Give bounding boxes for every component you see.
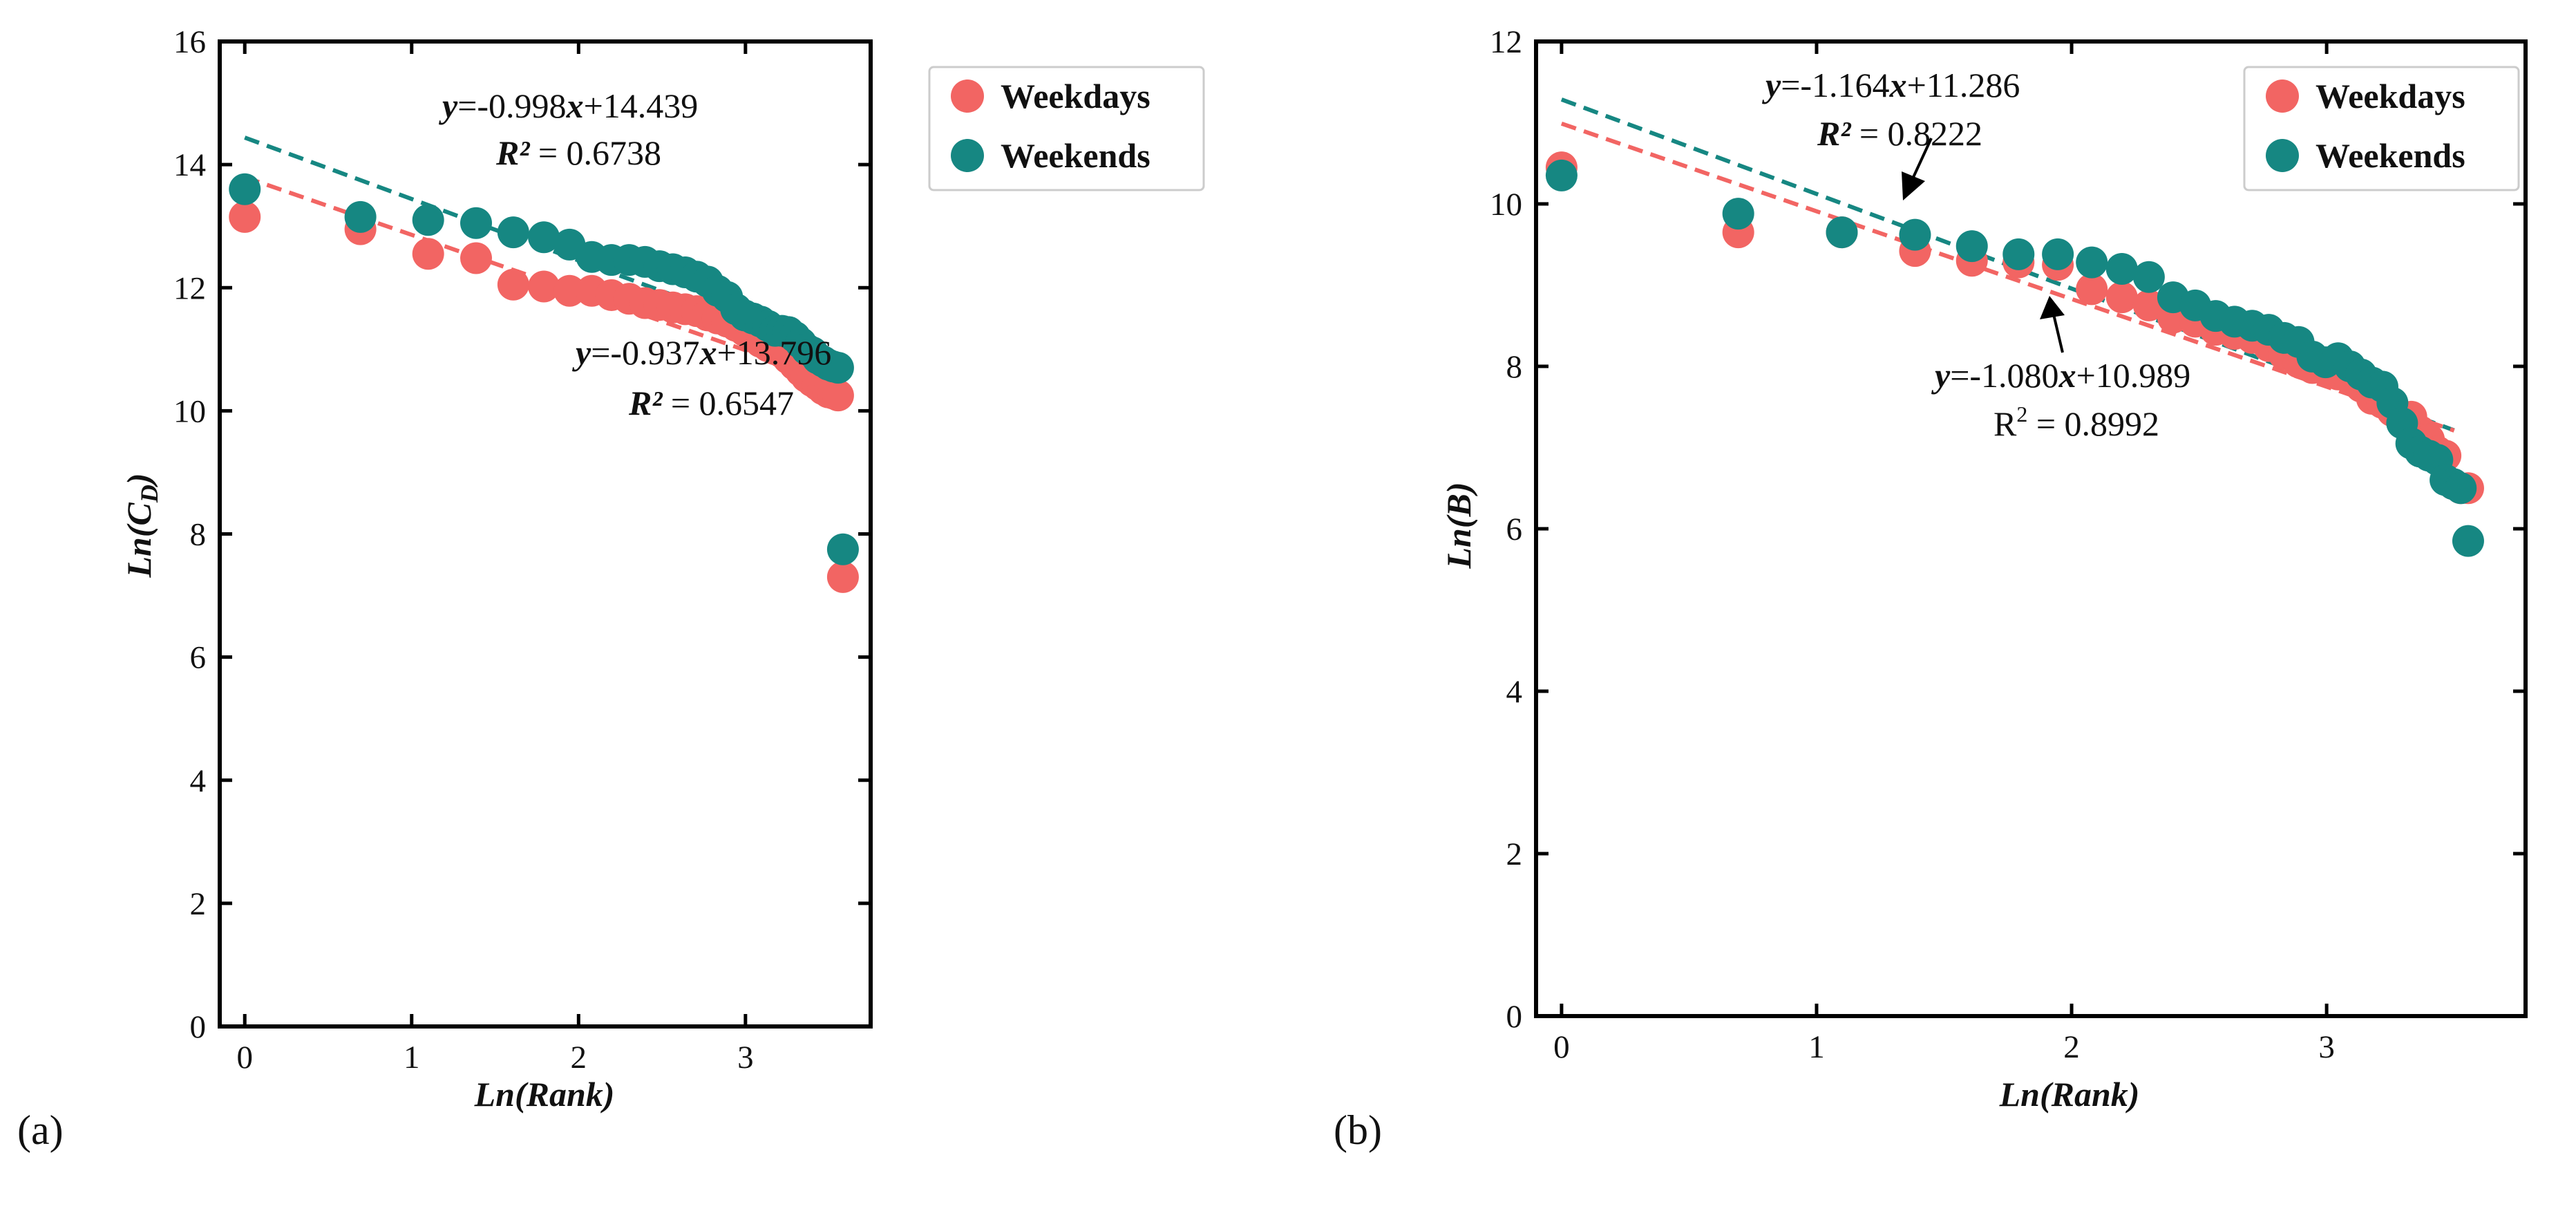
x-tick-label-a: 2	[571, 1040, 587, 1076]
x-axis-label-a: Ln(Rank)	[474, 1075, 615, 1114]
y-tick-label-b: 12	[1490, 24, 1522, 60]
y-tick-label-b: 4	[1506, 674, 1523, 710]
x-tick-label-b: 0	[1553, 1029, 1570, 1065]
point-weekends-b	[1545, 159, 1578, 191]
point-weekdays-a	[826, 561, 859, 593]
panel-label-b: (b)	[1334, 1107, 1382, 1153]
y-tick-label-a: 12	[173, 270, 206, 306]
point-weekends-a	[826, 533, 859, 565]
fit-annotation-weekdays-a: y=-0.937x+13.796 R² = 0.6547	[572, 333, 831, 422]
legend-marker-weekdays-b	[2266, 79, 2299, 113]
point-weekends-b	[1722, 198, 1754, 230]
arrow-weekends-fit-b	[1902, 138, 1933, 200]
point-weekends-a	[528, 221, 560, 254]
svg-text:y=-0.937x+13.796: y=-0.937x+13.796	[572, 333, 831, 372]
point-weekdays-a	[229, 200, 261, 233]
y-tick-label-a: 14	[173, 147, 206, 183]
point-weekdays-a	[822, 379, 854, 412]
y-tick-label-a: 10	[173, 393, 206, 429]
y-tick-label-b: 2	[1506, 836, 1523, 872]
point-weekdays-a	[528, 270, 560, 303]
point-weekends-a	[822, 352, 854, 384]
point-weekdays-a	[412, 238, 444, 270]
y-axis-label-a: Ln(CD)	[120, 473, 163, 578]
fit-annotation-weekends-a: y=-0.998x+14.439 R² = 0.6738	[439, 86, 698, 172]
point-weekends-b	[2445, 472, 2477, 505]
point-weekdays-a	[553, 274, 586, 307]
point-weekdays-a	[460, 242, 493, 274]
x-tick-label-b: 2	[2063, 1029, 2080, 1065]
point-weekends-b	[1826, 216, 1858, 249]
svg-text:R2 = 0.8992: R2 = 0.8992	[1993, 402, 2159, 443]
plot-frame-b	[1534, 39, 2528, 1018]
x-tick-label-a: 1	[404, 1040, 420, 1076]
y-tick-label-b: 0	[1506, 999, 1523, 1035]
plot-frame-a	[218, 39, 873, 1029]
point-weekdays-a	[497, 268, 529, 301]
point-weekends-b	[2105, 253, 2138, 285]
x-tick-label-b: 3	[2318, 1029, 2335, 1065]
y-tick-label-b: 8	[1506, 349, 1523, 385]
legend-marker-weekends-a	[951, 139, 984, 172]
arrow-weekdays-fit-b	[2040, 296, 2065, 353]
point-weekdays-b	[2076, 273, 2108, 306]
y-tick-label-a: 16	[173, 24, 206, 60]
point-weekends-b	[2132, 261, 2165, 293]
x-tick-label-a: 0	[236, 1040, 253, 1076]
svg-text:R² = 0.8222: R² = 0.8222	[1817, 114, 1982, 153]
legend-box-b	[2243, 66, 2520, 191]
point-weekends-b	[1955, 230, 1988, 263]
y-tick-label-a: 6	[190, 640, 207, 676]
legend-b: Weekdays Weekends	[2243, 66, 2520, 191]
legend-box-a	[928, 66, 1205, 191]
legend-label-weekdays-a: Weekdays	[1001, 77, 1150, 115]
x-tick-label-b: 1	[1808, 1029, 1825, 1065]
svg-text:y=-1.080x+10.989: y=-1.080x+10.989	[1931, 356, 2190, 395]
svg-text:R² = 0.6547: R² = 0.6547	[628, 384, 794, 422]
point-weekends-b	[2076, 246, 2108, 279]
y-tick-label-a: 4	[190, 763, 207, 799]
x-axis-label-b: Ln(Rank)	[1999, 1075, 2140, 1114]
y-tick-label-b: 10	[1490, 187, 1522, 223]
panel-label-a: (a)	[17, 1107, 64, 1153]
point-weekends-b	[1899, 218, 1931, 251]
point-weekends-b	[2042, 238, 2074, 270]
legend-a: Weekdays Weekends	[928, 66, 1205, 191]
legend-label-weekdays-b: Weekdays	[2315, 77, 2465, 115]
y-tick-label-b: 6	[1506, 511, 1523, 547]
svg-text:R² = 0.6738: R² = 0.6738	[495, 133, 661, 172]
svg-text:y=-1.164x+11.286: y=-1.164x+11.286	[1762, 66, 2020, 104]
x-tick-label-a: 3	[737, 1040, 754, 1076]
point-weekends-a	[497, 216, 529, 249]
point-weekdays-b	[2105, 281, 2138, 314]
legend-marker-weekends-b	[2266, 139, 2299, 172]
fit-annotation-weekends-b: y=-1.164x+11.286 R² = 0.8222	[1762, 66, 2020, 153]
svg-text:y=-0.998x+14.439: y=-0.998x+14.439	[439, 86, 698, 125]
fit-annotation-weekdays-b: y=-1.080x+10.989 R2 = 0.8992	[1931, 356, 2190, 443]
point-weekdays-b	[2132, 289, 2165, 321]
y-tick-label-a: 2	[190, 886, 207, 922]
point-weekends-a	[460, 207, 493, 239]
y-tick-label-a: 0	[190, 1009, 207, 1045]
legend-label-weekends-a: Weekends	[1001, 136, 1150, 175]
y-axis-label-b: Ln(B)	[1439, 482, 1478, 570]
point-weekends-b	[2452, 525, 2484, 557]
y-tick-label-a: 8	[190, 517, 207, 553]
point-weekends-a	[412, 204, 444, 236]
point-weekends-a	[344, 200, 377, 233]
legend-label-weekends-b: Weekends	[2315, 136, 2465, 175]
legend-marker-weekdays-a	[951, 79, 984, 113]
point-weekends-a	[229, 173, 261, 205]
point-weekends-b	[2002, 238, 2035, 270]
